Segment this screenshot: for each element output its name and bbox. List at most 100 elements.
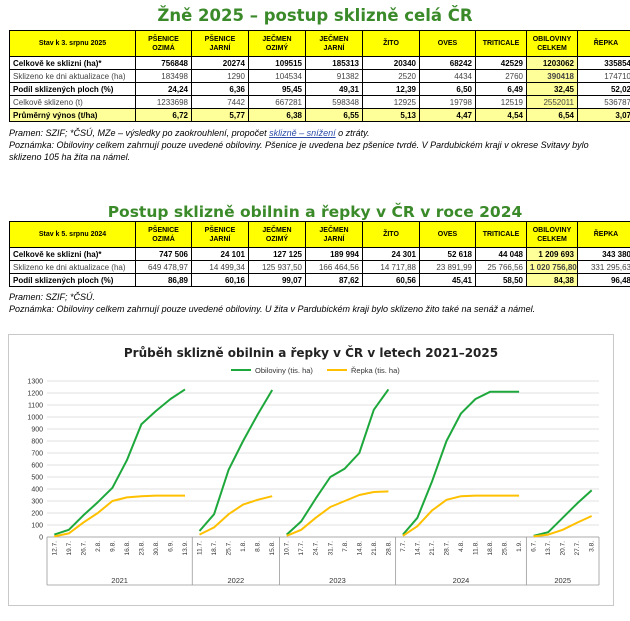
table-cell: 390418 <box>526 69 578 83</box>
harvest-2024-title: Postup sklizně obilnin a řepky v ČR v ro… <box>107 203 523 221</box>
table-row: Podíl sklizených ploch (%) 24,24 6,36 95,45… <box>9 82 630 96</box>
x-tick-label: 1.9. <box>516 541 523 552</box>
table-cell: 25 766,56 <box>475 260 527 274</box>
y-tick-label: 0 <box>39 535 43 542</box>
table-cell: 1233698 <box>135 95 192 109</box>
x-tick-label: 17.7. <box>298 541 305 556</box>
harvest-2025-remark: Poznámka: Obiloviny celkem zahrnují pouz… <box>9 140 589 162</box>
x-tick-label: 3.8. <box>589 541 596 552</box>
y-tick-label: 100 <box>31 523 43 530</box>
table-cell: 5,13 <box>362 108 420 122</box>
table-cell: 331 295,63 <box>577 260 630 274</box>
x-tick-label: 18.8. <box>487 541 494 556</box>
table-cell: 12519 <box>475 95 527 109</box>
table-cell: 86,89 <box>135 273 192 287</box>
harvest-2024-table: Stav k 5. srpnu 2024 PŠENICE OZIMÁ PŠENICE… <box>9 221 630 287</box>
table-cell: 1290 <box>191 69 249 83</box>
table-cell: 24,24 <box>135 82 192 96</box>
source-note-suffix: o ztráty. <box>335 128 370 138</box>
table-cell: 99,07 <box>248 273 306 287</box>
table-row: Průměrný výnos (t/ha) 6,72 5,77 6,38 6,55 5,1… <box>9 108 630 122</box>
x-tick-label: 28.8. <box>385 541 392 556</box>
x-tick-label: 28.7. <box>443 541 450 556</box>
table-cell: 19798 <box>419 95 476 109</box>
x-tick-label: 25.7. <box>226 541 233 556</box>
table-cell: 649 478,97 <box>135 260 192 274</box>
table-cell: 4,47 <box>419 108 476 122</box>
table-cell: 95,45 <box>248 82 306 96</box>
x-tick-label: 7.7. <box>400 541 407 552</box>
table-row: Celkově ke sklizni (ha)* 756848 20274 10951… <box>9 56 630 70</box>
table-cell: 32,45 <box>526 82 578 96</box>
table-cell: 44 048 <box>475 247 527 261</box>
x-tick-label: 8.8. <box>255 541 262 552</box>
column-header: OVES <box>419 221 476 248</box>
table-cell: 125 937,50 <box>248 260 306 274</box>
series-line-repka-2022 <box>199 495 273 536</box>
harvest-2024-notes: Pramen: SZIF; *ČSÚ. Poznámka: Obiloviny … <box>9 291 621 315</box>
table-cell: 189 994 <box>305 247 363 261</box>
harvest-2025-notes: Pramen: SZIF; *ČSÚ, MZe – výsledky po za… <box>9 127 621 163</box>
table-row: Celkově ke sklizni (ha)* 747 506 24 101 127… <box>9 247 630 261</box>
x-tick-label: 16.8. <box>124 541 131 556</box>
harvest-2024-remark: Poznámka: Obiloviny celkem zahrnují pouz… <box>9 304 536 314</box>
table-cell: 58,50 <box>475 273 527 287</box>
column-header: JEČMEN JARNÍ <box>305 30 363 57</box>
table-cell: 166 464,56 <box>305 260 363 274</box>
loss-reduction-link[interactable]: sklizně – snížení <box>269 128 336 138</box>
harvest-2025-table: Stav k 3. srpnu 2025 PŠENICE OZIMÁ PŠENICE… <box>9 30 630 122</box>
y-tick-label: 800 <box>31 439 43 446</box>
table-cell: 2760 <box>475 69 527 83</box>
x-tick-label: 2.8. <box>95 541 102 552</box>
column-header: ŘEPKA <box>577 221 630 248</box>
table-row: Podíl sklizených ploch (%) 86,89 60,16 99,0… <box>9 273 630 287</box>
x-tick-label: 13.7. <box>545 541 552 556</box>
series-line-repka-2024 <box>402 494 520 537</box>
harvest-progress-chart: Průběh sklizně obilnin a řepky v ČR v le… <box>8 334 614 606</box>
column-header: ŽITO <box>362 30 420 57</box>
x-tick-label: 11.8. <box>473 541 480 555</box>
row-label: Celkově sklizeno (t) <box>9 95 136 109</box>
table-cell: 1 020 756,80 <box>526 260 578 274</box>
year-label: 2023 <box>329 576 346 585</box>
table-cell: 6,36 <box>191 82 249 96</box>
table-corner-header: Stav k 3. srpnu 2025 <box>9 30 136 57</box>
x-tick-label: 25.8. <box>502 541 509 556</box>
table-cell: 49,31 <box>305 82 363 96</box>
table-row: Sklizeno ke dni aktualizace (ha) 649 478,… <box>9 260 630 274</box>
table-cell: 20340 <box>362 56 420 70</box>
table-cell: 2520 <box>362 69 420 83</box>
table-cell: 60,16 <box>191 273 249 287</box>
table-row: Celkově sklizeno (t) 1233698 7442 667281 598… <box>9 95 630 109</box>
table-cell: 104534 <box>248 69 306 83</box>
series-line-obiloviny-2023 <box>286 388 390 536</box>
x-tick-label: 18.7. <box>211 541 218 556</box>
legend-label: Obiloviny (tis. ha) <box>255 366 313 375</box>
x-tick-label: 6.9. <box>167 541 174 552</box>
x-tick-label: 26.7. <box>80 541 87 556</box>
column-header: OVES <box>419 30 476 57</box>
year-label: 2024 <box>453 576 470 585</box>
column-header: ŽITO <box>362 221 420 248</box>
y-tick-label: 1100 <box>28 403 43 410</box>
year-label: 2022 <box>227 576 244 585</box>
table-cell: 52,02 <box>577 82 630 96</box>
y-tick-label: 1300 <box>27 379 43 386</box>
table-cell: 6,55 <box>305 108 363 122</box>
column-header: OBILOVINY CELKEM <box>526 221 578 248</box>
table-cell: 68242 <box>419 56 476 70</box>
series-line-repka-2021 <box>54 494 185 538</box>
row-label: Podíl sklizených ploch (%) <box>9 273 136 287</box>
x-tick-label: 9.8. <box>109 541 116 552</box>
x-tick-label: 20.7. <box>560 541 567 556</box>
table-cell: 5,77 <box>191 108 249 122</box>
y-tick-label: 600 <box>31 463 43 470</box>
y-tick-label: 500 <box>31 475 43 482</box>
table-cell: 84,38 <box>526 273 578 287</box>
source-note-text: Pramen: SZIF; *ČSÚ, MZe – výsledky po za… <box>9 128 270 138</box>
table-cell: 185313 <box>305 56 363 70</box>
table-cell: 598348 <box>305 95 363 109</box>
row-label: Celkově ke sklizni (ha)* <box>9 247 136 261</box>
table-cell: 45,41 <box>419 273 476 287</box>
series-line-repka-2023 <box>286 490 389 537</box>
